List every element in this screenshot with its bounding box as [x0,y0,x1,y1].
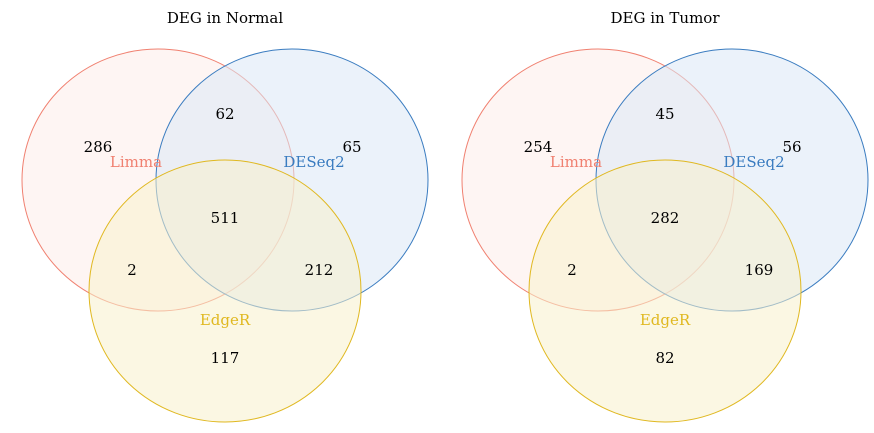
set-circle-edger [528,159,802,423]
region-count-edger-only: 82 [655,349,674,367]
venn-diagram-tumor: DEG in Tumor Limma DESeq2 EdgeR 254 56 45 282 2 1… [461,9,869,423]
region-count-deseq2-edger: 212 [305,261,334,279]
region-count-limma-deseq2: 62 [215,105,234,123]
region-count-all-three: 282 [651,209,680,227]
region-count-deseq2-only: 56 [782,138,801,156]
set-label-deseq2: DESeq2 [723,153,784,171]
diagram-title: DEG in Normal [167,9,283,27]
set-label-edger: EdgeR [640,311,691,329]
set-label-deseq2: DESeq2 [283,153,344,171]
region-count-limma-only: 254 [524,138,553,156]
region-count-deseq2-edger: 169 [745,261,774,279]
region-count-limma-edger: 2 [127,261,137,279]
region-count-limma-only: 286 [84,138,113,156]
region-count-all-three: 511 [211,209,240,227]
set-label-edger: EdgeR [200,311,251,329]
region-count-edger-only: 117 [211,349,240,367]
set-label-limma: Limma [550,153,602,171]
region-count-limma-edger: 2 [567,261,577,279]
set-label-limma: Limma [110,153,162,171]
region-count-limma-deseq2: 45 [655,105,674,123]
diagram-title: DEG in Tumor [610,9,720,27]
set-circle-edger [88,159,362,423]
region-count-deseq2-only: 65 [342,138,361,156]
venn-diagram-normal: DEG in Normal Limma DESeq2 EdgeR 286 65 62 511 2… [21,9,429,423]
